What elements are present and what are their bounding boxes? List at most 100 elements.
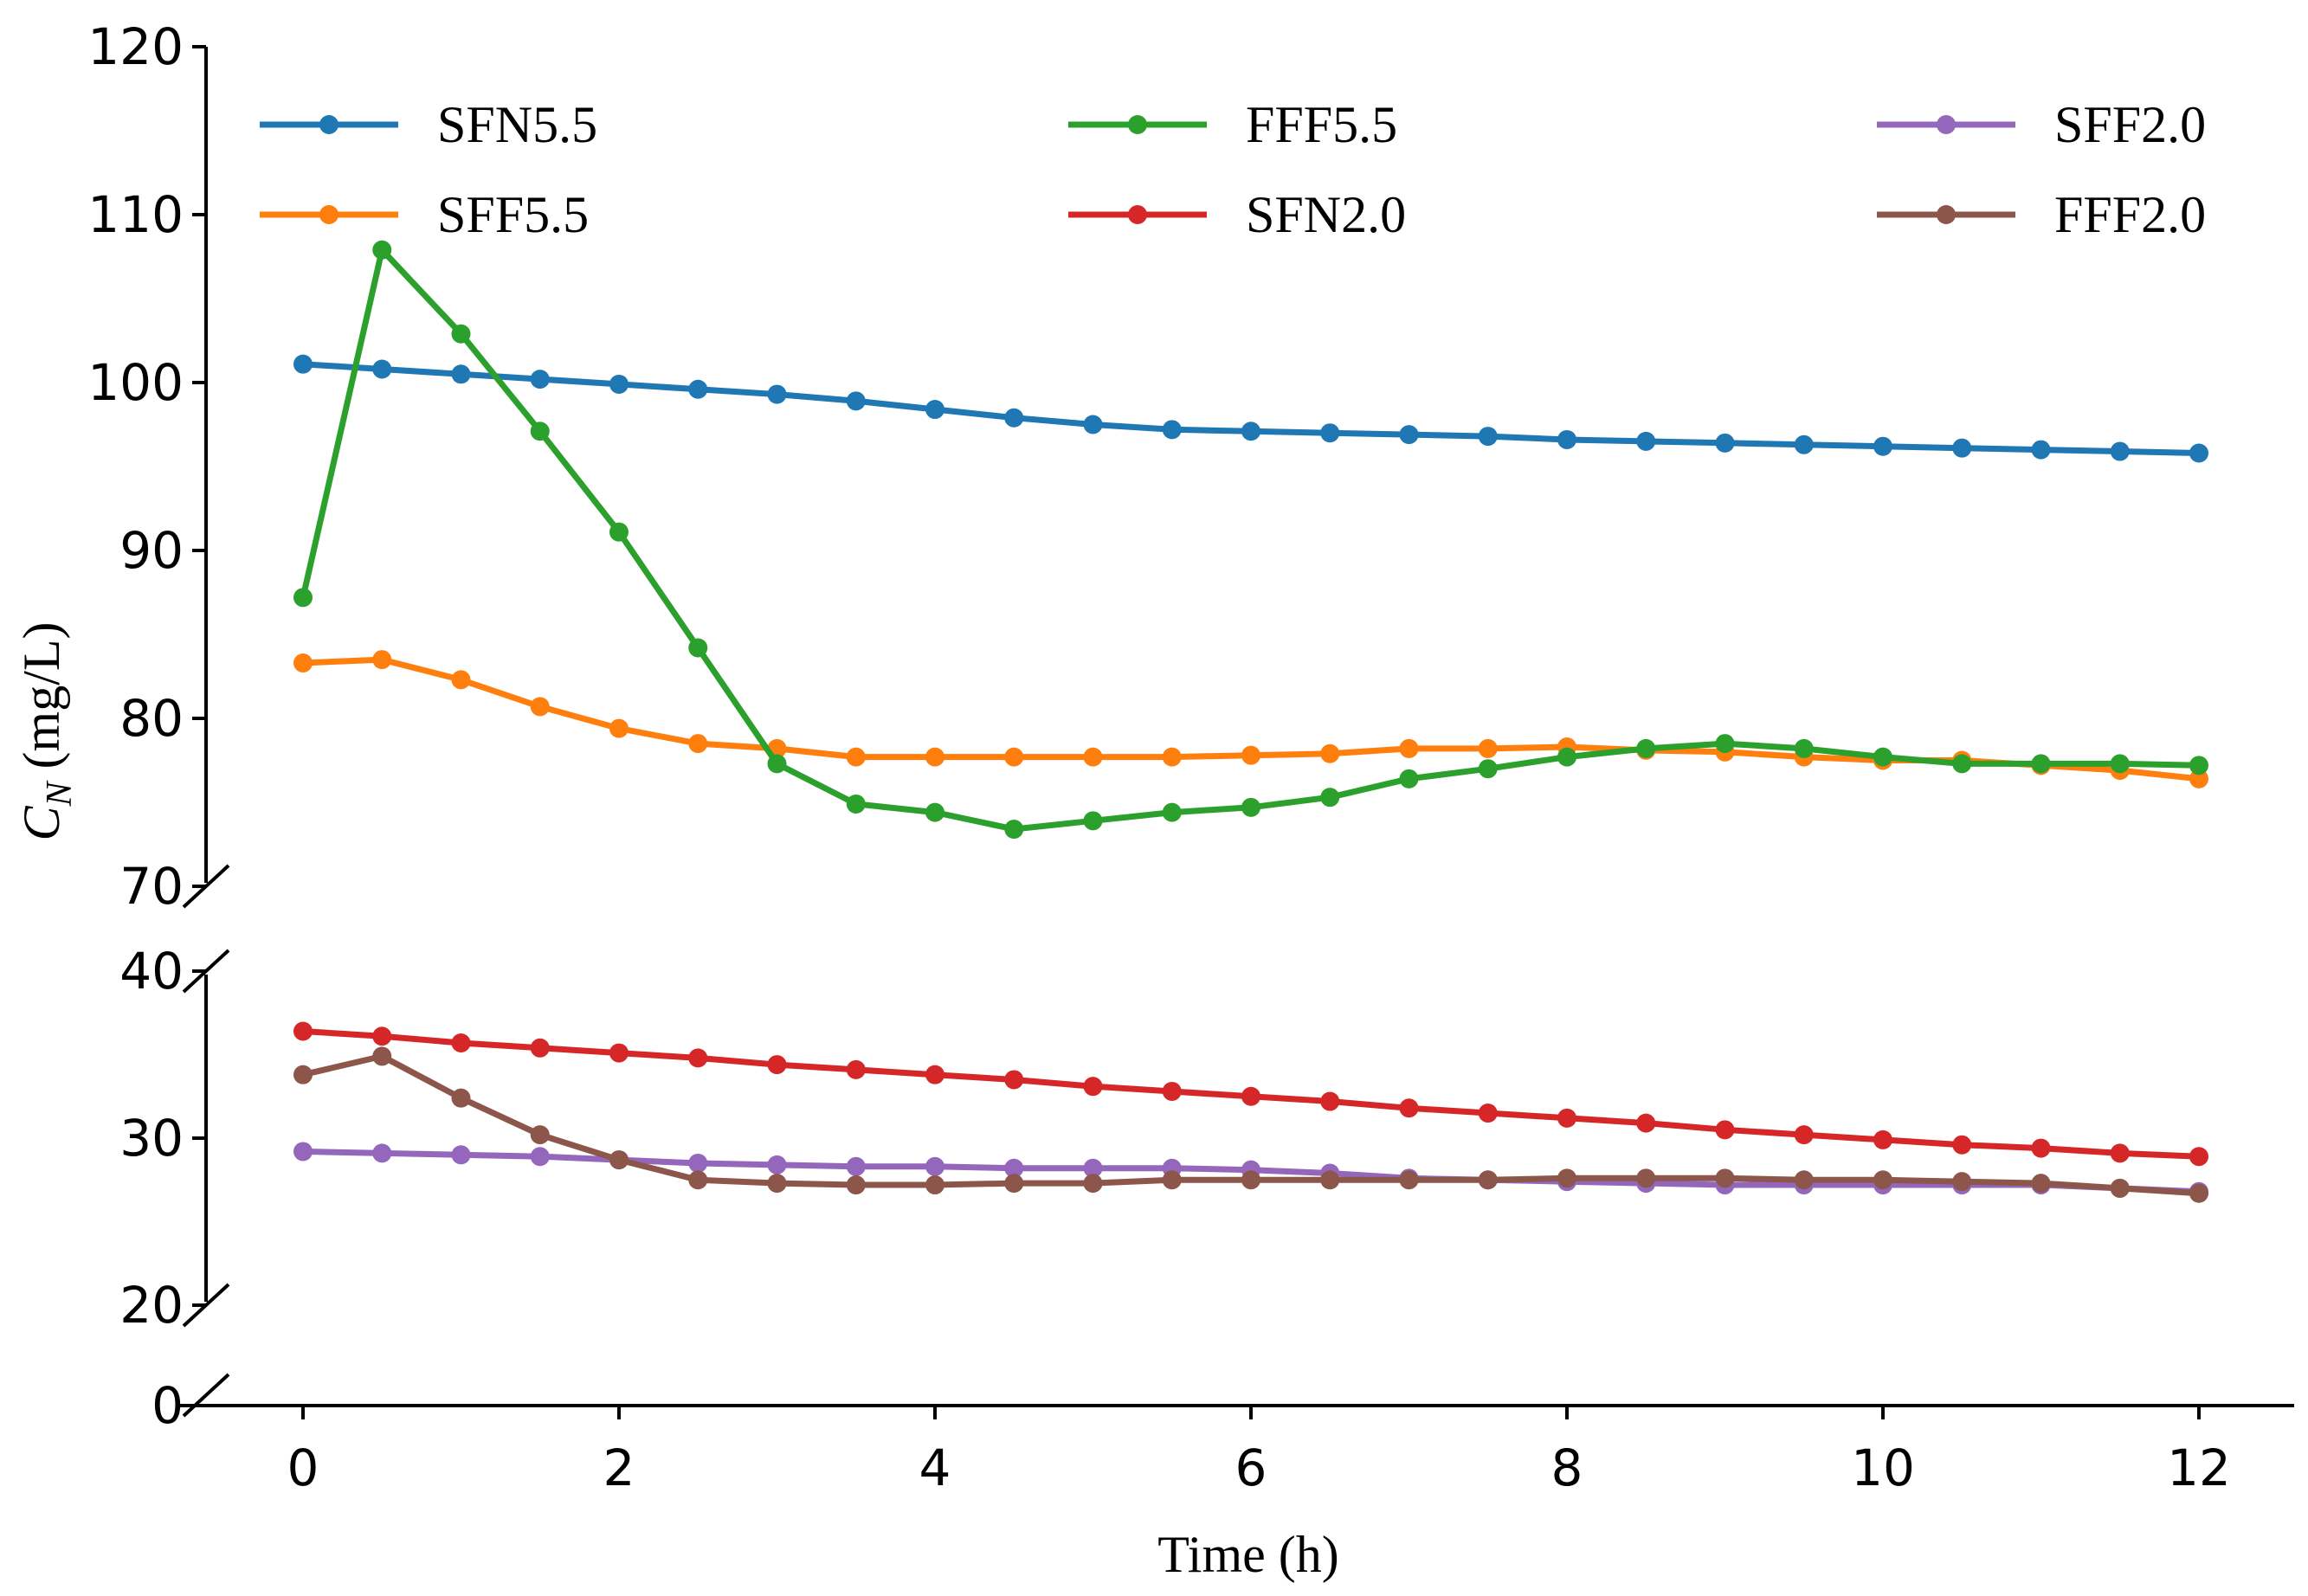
data-point (1636, 1168, 1656, 1188)
data-point (293, 588, 313, 608)
legend-item: SFN5.5 (260, 96, 597, 153)
data-point (1636, 431, 1656, 451)
axes: 70 80 90 100 110 120 20 30 40 0 0 2 4 6 8 10 12 (87, 17, 2294, 1497)
legend: SFN5.5 SFF5.5 FFF5.5 SFN2.0 SFF2.0 FFF2.0 (260, 96, 2206, 243)
series-sfn5-5 (293, 354, 2208, 463)
data-point (846, 794, 866, 814)
data-point (767, 754, 787, 774)
data-point (1478, 759, 1498, 779)
legend-marker (319, 115, 338, 134)
data-point (1241, 1170, 1260, 1190)
legend-marker (1937, 205, 1956, 224)
data-point (1636, 738, 1656, 758)
data-point (1004, 408, 1024, 428)
legend-label: FFF2.0 (2054, 186, 2206, 243)
data-point (1636, 1113, 1656, 1133)
data-point (609, 374, 629, 394)
data-point (846, 1175, 866, 1195)
data-point (1715, 1168, 1735, 1188)
data-point (372, 240, 392, 260)
data-point (1320, 743, 1340, 763)
data-point (1320, 423, 1340, 443)
data-point (1952, 754, 1972, 774)
data-point (925, 802, 944, 822)
data-point (530, 1038, 550, 1058)
legend-label: SFF2.0 (2054, 96, 2206, 153)
legend-item: FFF5.5 (1068, 96, 1397, 153)
data-point (846, 747, 866, 767)
series-fff5-5 (293, 240, 2208, 840)
data-point (688, 379, 708, 399)
data-point (925, 1156, 944, 1176)
data-point (372, 1046, 392, 1066)
y-axis-title: CN (mg/L) (13, 622, 80, 841)
data-point (1873, 436, 1892, 456)
data-point (1241, 422, 1260, 441)
data-point (1004, 1070, 1024, 1090)
data-point (767, 1055, 787, 1075)
data-point (530, 697, 550, 717)
data-point (1241, 745, 1260, 765)
data-point (609, 522, 629, 542)
data-point (451, 1033, 471, 1052)
legend-marker (319, 205, 338, 224)
y-tick-label: 40 (119, 942, 184, 1001)
data-point (1478, 738, 1498, 758)
data-point (2110, 1178, 2130, 1198)
data-point (1794, 434, 1814, 454)
data-point (1320, 1170, 1340, 1190)
data-point (451, 1088, 471, 1108)
data-point (1873, 747, 1892, 767)
data-point (451, 1145, 471, 1165)
data-point (451, 324, 471, 344)
data-point (1162, 1170, 1182, 1190)
data-point (2189, 1183, 2208, 1203)
data-point (688, 1170, 708, 1190)
data-point (2110, 754, 2130, 774)
data-point (1952, 1172, 1972, 1192)
data-point (688, 1153, 708, 1173)
data-point (293, 354, 313, 374)
data-point (1320, 1091, 1340, 1111)
data-point (293, 1142, 313, 1162)
series-sff5-5 (293, 650, 2208, 788)
x-tick-label: 4 (919, 1438, 951, 1497)
data-point (1004, 820, 1024, 840)
data-point (846, 1059, 866, 1079)
data-point (530, 422, 550, 441)
data-point (1478, 1104, 1498, 1123)
legend-item: FFF2.0 (1877, 186, 2206, 243)
data-point (609, 1150, 629, 1170)
y-axis-unit: (mg/L) (13, 622, 70, 782)
data-point (293, 1065, 313, 1084)
data-point (1715, 433, 1735, 453)
data-point (1873, 1129, 1892, 1149)
legend-label: SFN5.5 (437, 96, 597, 153)
data-point (1241, 1086, 1260, 1106)
x-tick-label: 10 (1851, 1438, 1915, 1497)
data-point (1083, 415, 1103, 434)
data-point (767, 1155, 787, 1174)
data-point (372, 1143, 392, 1163)
data-point (1873, 1170, 1892, 1190)
x-axis-title: Time (h) (1157, 1526, 1338, 1583)
data-point (1557, 429, 1576, 449)
y-tick-label: 100 (87, 353, 184, 412)
data-point (1083, 1174, 1103, 1194)
data-point (1162, 1081, 1182, 1101)
data-point (1715, 1120, 1735, 1140)
data-point (1557, 1108, 1576, 1128)
data-point (1794, 1125, 1814, 1145)
x-tick-label: 0 (287, 1438, 319, 1497)
data-point (1557, 1168, 1576, 1188)
data-point (530, 1147, 550, 1167)
data-point (1083, 811, 1103, 831)
x-tick-label: 6 (1235, 1438, 1267, 1497)
legend-item: SFF2.0 (1877, 96, 2206, 153)
data-point (2031, 754, 2051, 774)
data-point (2189, 756, 2208, 775)
data-point (1399, 769, 1419, 788)
data-point (688, 1048, 708, 1068)
data-point (1478, 1170, 1498, 1190)
y-tick-label: 120 (87, 17, 184, 76)
